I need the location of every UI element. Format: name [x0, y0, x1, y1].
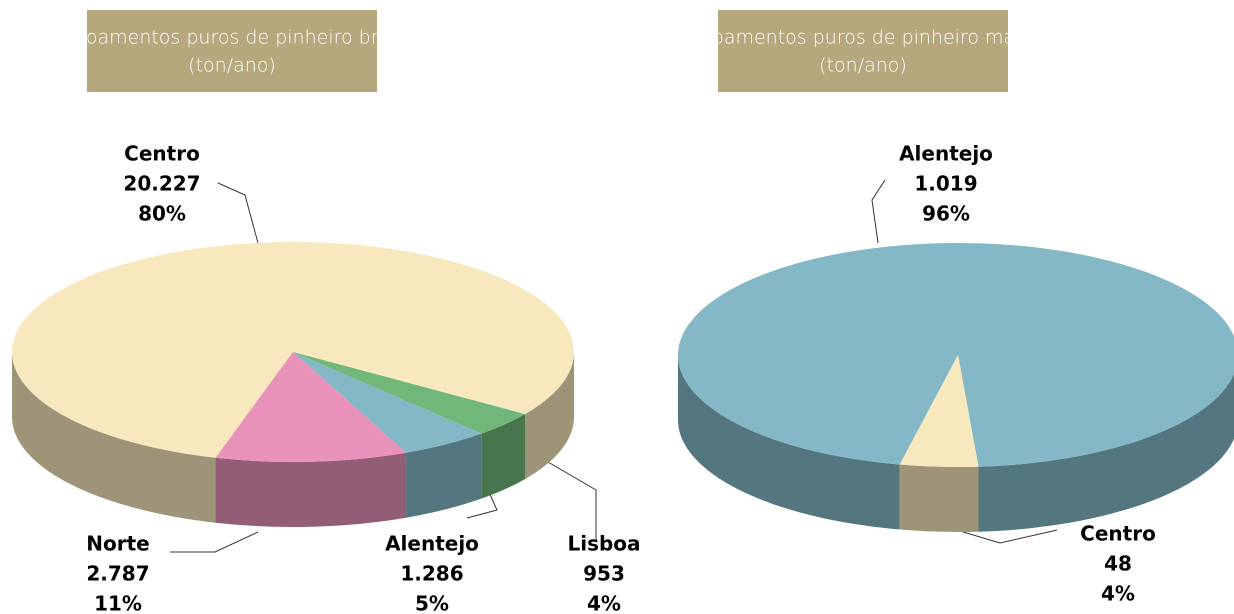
leader-line — [871, 179, 886, 244]
pie-slice-side — [12, 352, 216, 523]
slice-value-label: 1.019 — [914, 172, 977, 196]
slice-value-label: 1.286 — [400, 562, 463, 586]
pie-slice-side — [481, 414, 525, 499]
slice-value-label: 48 — [1104, 552, 1132, 576]
pie-slice-side — [678, 355, 900, 530]
slice-value-label: 953 — [583, 562, 625, 586]
pie-slice — [899, 355, 979, 467]
pie-slice — [293, 352, 482, 453]
title-box — [718, 10, 1008, 92]
title-box — [87, 10, 377, 92]
slice-label: Alentejo — [899, 142, 993, 166]
chart-title: povoamentos puros de pinheiro manso — [677, 27, 1048, 49]
pie-slice-side — [524, 352, 574, 480]
chart-subtitle: (ton/ano) — [819, 55, 907, 77]
chart-title: povoamentos puros de pinheiro bravo — [51, 27, 413, 49]
slice-label: Lisboa — [567, 532, 640, 556]
slice-label: Centro — [124, 142, 200, 166]
pie-slice — [11, 241, 574, 458]
slice-percentage-label: 96% — [922, 202, 970, 226]
pie-tops — [678, 243, 1234, 467]
slice-percentage-label: 5% — [415, 592, 449, 614]
leader-line — [217, 182, 259, 244]
leader-line — [170, 531, 259, 553]
slice-percentage-label: 4% — [587, 592, 621, 614]
slice-percentage-label: 11% — [94, 592, 142, 614]
pie-sides — [678, 355, 1234, 532]
pie-sides — [12, 352, 574, 527]
slice-percentage-label: 80% — [138, 202, 186, 226]
pie-slice — [293, 352, 525, 434]
pie-slice-side — [215, 452, 407, 527]
pie-slice-side — [406, 433, 482, 518]
slice-label: Centro — [1080, 522, 1156, 546]
pie-chart — [11, 241, 574, 527]
slice-label: Norte — [86, 532, 149, 556]
leader-line — [547, 461, 597, 540]
pie-slice — [215, 352, 407, 462]
pie-tops — [11, 241, 574, 462]
leader-line — [466, 489, 498, 519]
slice-percentage-label: 4% — [1101, 582, 1135, 606]
slice-value-label: 20.227 — [123, 172, 200, 196]
slice-label: Alentejo — [385, 532, 479, 556]
chart-subtitle: (ton/ano) — [188, 55, 276, 77]
pie-slice-side — [899, 464, 979, 532]
slice-value-label: 2.787 — [86, 562, 149, 586]
pie-slice — [678, 243, 1234, 467]
pie-chart — [678, 243, 1234, 532]
pie-slice-side — [978, 373, 1234, 532]
